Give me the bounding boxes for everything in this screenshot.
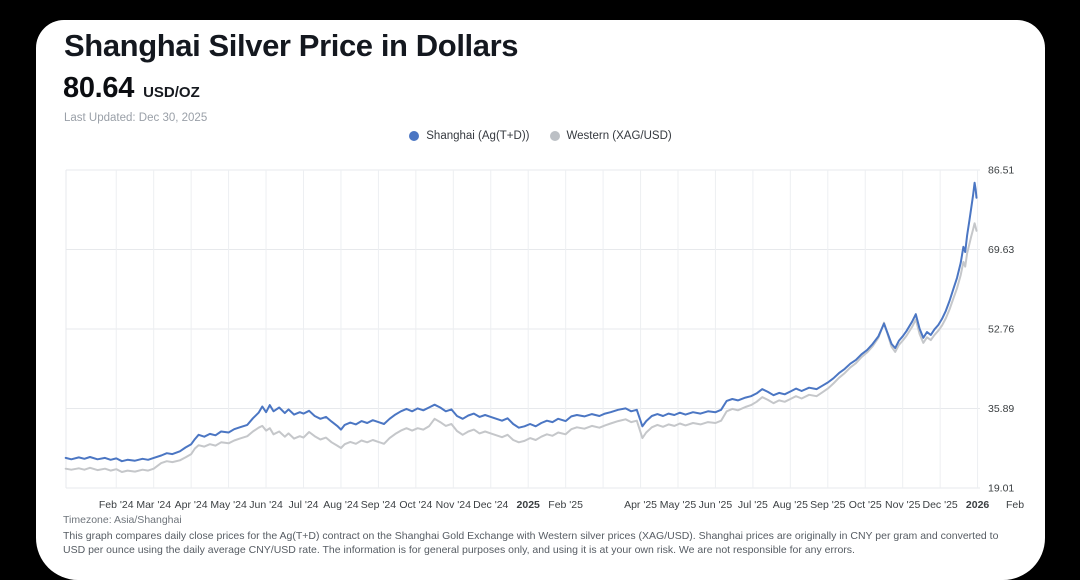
legend-dot-icon	[409, 131, 420, 141]
last-updated-text: Last Updated: Dec 30, 2025	[64, 112, 208, 124]
page-title: Shanghai Silver Price in Dollars	[64, 28, 519, 63]
chart-legend: Shanghai (Ag(T+D)) Western (XAG/USD)	[36, 130, 1045, 142]
timezone-note: Timezone: Asia/Shanghai	[63, 514, 182, 526]
legend-item-label: Shanghai (Ag(T+D))	[426, 130, 530, 142]
current-price-row: 80.64 USD/OZ	[63, 72, 200, 105]
current-price-value: 80.64	[63, 72, 135, 104]
legend-item-label: Western (XAG/USD)	[566, 130, 672, 142]
legend-dot-icon	[549, 131, 560, 141]
price-unit-label: USD/OZ	[143, 84, 200, 101]
disclaimer-text: This graph compares daily close prices f…	[63, 530, 999, 556]
legend-item-shanghai[interactable]: Shanghai (Ag(T+D))	[409, 130, 530, 142]
legend-item-western[interactable]: Western (XAG/USD)	[549, 130, 672, 142]
chart-plot-area[interactable]	[66, 170, 980, 488]
